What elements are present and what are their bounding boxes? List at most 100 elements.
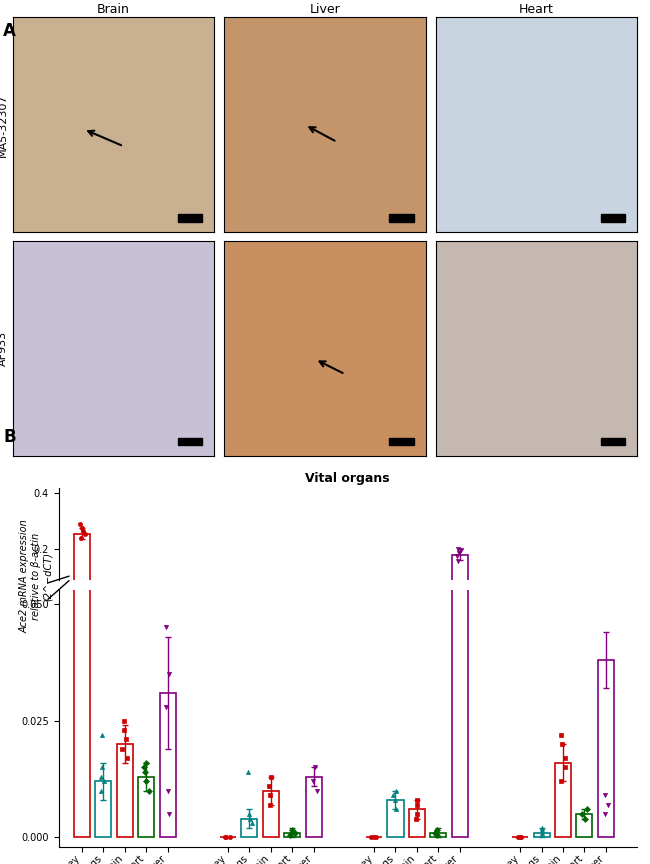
Point <box>411 793 422 807</box>
Point <box>144 784 155 797</box>
Point <box>452 542 463 556</box>
Point <box>538 826 548 840</box>
Point <box>456 543 466 557</box>
Point <box>163 784 174 797</box>
Point <box>117 593 127 607</box>
Point <box>265 797 276 811</box>
Bar <box>117 599 133 605</box>
Point <box>580 812 590 826</box>
Bar <box>387 602 404 605</box>
Point <box>140 594 150 607</box>
Bar <box>598 660 614 837</box>
Point <box>99 594 109 608</box>
Point <box>244 807 254 821</box>
Point <box>225 598 235 612</box>
Point <box>512 598 523 612</box>
Point <box>264 594 274 608</box>
Point <box>97 592 107 606</box>
Point <box>412 797 423 811</box>
Point <box>76 531 86 545</box>
Point <box>537 823 547 837</box>
Point <box>161 700 171 714</box>
Point <box>603 595 613 609</box>
Point <box>287 597 297 611</box>
Point <box>140 756 151 770</box>
Point <box>412 595 423 609</box>
Bar <box>263 791 279 837</box>
Point <box>516 830 526 844</box>
Point <box>560 751 571 765</box>
Point <box>138 594 149 607</box>
Point <box>391 594 401 608</box>
Point <box>290 597 300 611</box>
Point <box>512 830 523 844</box>
Point <box>556 592 567 606</box>
Point <box>163 594 174 608</box>
Point <box>577 807 587 821</box>
Point <box>290 826 300 840</box>
Point <box>556 594 566 608</box>
Point <box>536 821 547 835</box>
Point <box>140 766 150 779</box>
Point <box>538 597 548 611</box>
Title: Heart: Heart <box>519 3 554 16</box>
Bar <box>555 763 571 837</box>
Point <box>220 598 230 612</box>
Point <box>369 598 379 612</box>
Point <box>580 596 590 610</box>
Point <box>412 807 423 821</box>
Point <box>371 830 382 844</box>
Point <box>412 596 423 610</box>
Bar <box>117 744 133 837</box>
Bar <box>178 438 202 445</box>
Bar <box>409 603 425 605</box>
Bar <box>74 534 90 605</box>
Point <box>560 593 571 607</box>
Bar <box>452 0 468 837</box>
Point <box>75 517 85 530</box>
Point <box>556 774 566 788</box>
Point <box>430 597 441 611</box>
Point <box>97 727 107 741</box>
Point <box>244 812 255 826</box>
Point <box>556 592 567 606</box>
Point <box>536 597 547 611</box>
Point <box>79 527 90 541</box>
Point <box>366 830 376 844</box>
Point <box>391 596 401 610</box>
Bar <box>138 601 154 605</box>
Point <box>244 596 254 610</box>
Bar <box>452 555 468 605</box>
Point <box>369 830 379 844</box>
Point <box>141 774 151 788</box>
Point <box>599 596 610 610</box>
Point <box>307 594 318 608</box>
Point <box>119 591 129 605</box>
Point <box>164 667 174 681</box>
Point <box>366 598 376 612</box>
Point <box>119 591 129 605</box>
Point <box>391 784 401 797</box>
Point <box>96 760 107 774</box>
Point <box>432 597 442 611</box>
Point <box>311 594 322 608</box>
Point <box>265 595 276 609</box>
Point <box>144 594 155 608</box>
Point <box>220 830 230 844</box>
Point <box>78 524 88 537</box>
Title: Vital organs: Vital organs <box>306 473 390 486</box>
Point <box>556 727 567 741</box>
Point <box>452 107 463 121</box>
Text: B: B <box>3 428 16 446</box>
Point <box>164 807 175 821</box>
Point <box>266 594 276 608</box>
Bar <box>284 833 300 837</box>
Point <box>599 595 610 609</box>
Point <box>454 546 464 560</box>
Point <box>246 597 257 611</box>
Point <box>599 789 610 803</box>
Point <box>389 793 400 807</box>
Point <box>221 598 231 612</box>
Title: Brain: Brain <box>98 3 130 16</box>
Point <box>96 594 106 608</box>
